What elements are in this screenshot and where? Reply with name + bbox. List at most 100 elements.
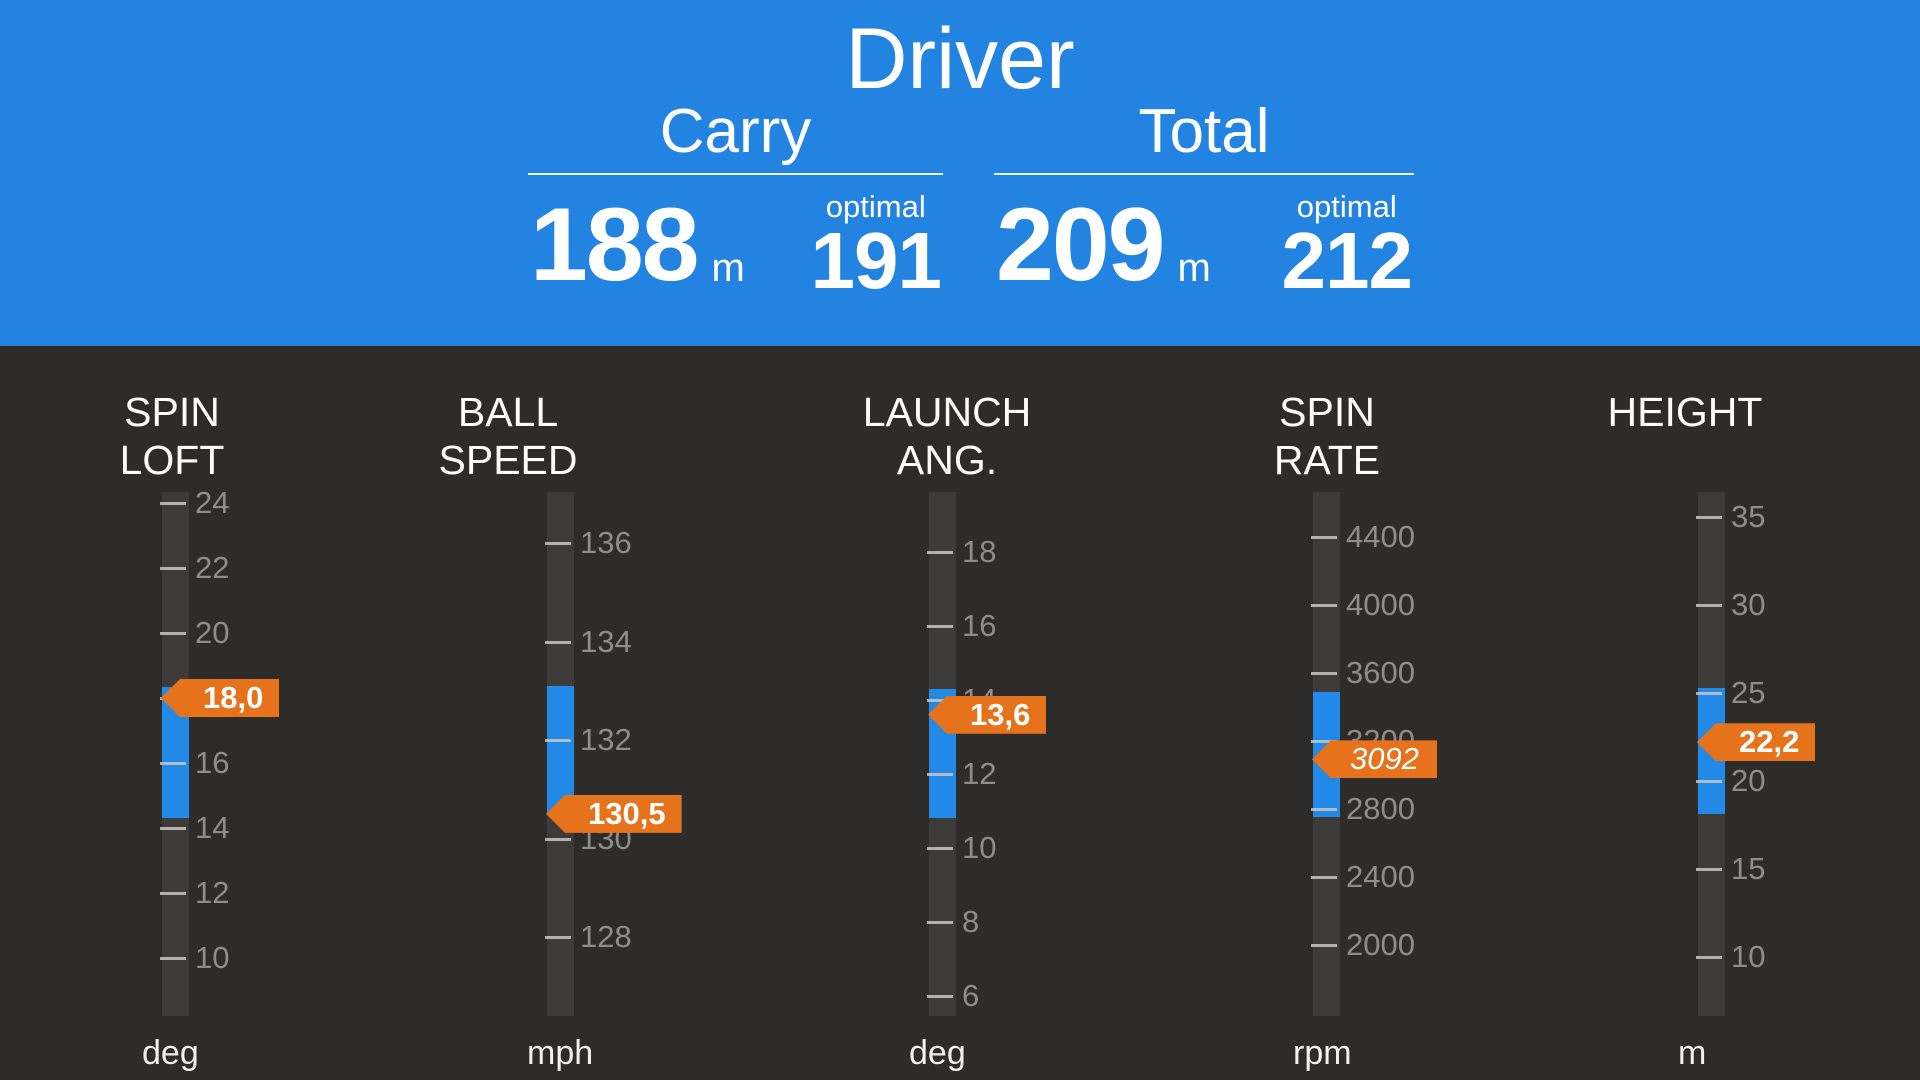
- optimal-value: 212: [1281, 215, 1413, 305]
- gauge-title: SPIN LOFT: [12, 388, 332, 484]
- tick-label: 20: [1731, 763, 1766, 798]
- tick-mark: [1696, 956, 1722, 959]
- gauge-title-line: SPIN: [124, 389, 220, 435]
- tick-mark: [927, 921, 953, 924]
- gauge-title-line: RATE: [1273, 437, 1381, 483]
- tick-mark: [1696, 692, 1722, 695]
- metric-total: Total 209 m optimal 212: [994, 97, 1414, 305]
- tick-mark: [160, 632, 186, 635]
- unit-label: rpm: [1293, 1034, 1352, 1072]
- gauge-title: HEIGHT: [1525, 388, 1845, 436]
- tick-label: 12: [195, 875, 230, 910]
- tick-label: 2400: [1346, 859, 1415, 894]
- tick-label: 2000: [1346, 927, 1415, 962]
- tick-mark: [545, 837, 571, 841]
- metric-value-row: 188 m optimal 191: [528, 187, 943, 305]
- tick-label: 10: [962, 830, 997, 865]
- tick-mark: [927, 773, 953, 776]
- shot-summary-header: Driver Carry 188 m optimal 191 Total 209 m optim…: [0, 0, 1920, 346]
- tick-mark: [1696, 604, 1722, 607]
- gauge-title-line: ANG.: [896, 437, 998, 483]
- tick-mark: [545, 542, 571, 545]
- tick-label: 6: [962, 978, 980, 1013]
- gauge-title: LAUNCH ANG.: [787, 388, 1107, 484]
- tick-label: 16: [962, 608, 997, 643]
- tick-mark: [927, 847, 953, 850]
- metric-underline: [528, 173, 943, 175]
- gauge-title-line: SPEED: [438, 437, 578, 483]
- tick-label: 132: [580, 722, 632, 757]
- tick-mark: [1311, 808, 1337, 811]
- tick-label: 3600: [1346, 655, 1415, 690]
- metric-optimal: optimal 212: [1281, 189, 1413, 305]
- tick-mark: [160, 827, 186, 830]
- tick-label: 12: [962, 756, 997, 791]
- optimal-label: optimal: [825, 189, 926, 224]
- tick-label: 30: [1731, 587, 1766, 622]
- tick-mark: [1311, 944, 1337, 947]
- tick-mark: [160, 502, 186, 505]
- tick-label: 10: [1731, 939, 1766, 974]
- optimal-label: optimal: [1296, 189, 1397, 224]
- tick-label: 136: [580, 525, 632, 560]
- metric-value: 188: [530, 187, 700, 304]
- tick-label: 20: [195, 615, 230, 650]
- metric-label: Total: [1138, 97, 1270, 166]
- gauge-title-line: LAUNCH: [862, 389, 1032, 435]
- tick-mark: [160, 957, 186, 960]
- optimal-value: 191: [810, 215, 942, 305]
- value-pointer: 13,6: [928, 695, 1047, 734]
- gauge-title-line: HEIGHT: [1607, 389, 1763, 435]
- tick-mark: [545, 936, 571, 939]
- tick-label: 8: [962, 904, 980, 939]
- tick-label: 22: [195, 550, 230, 585]
- tick-label: 18: [962, 534, 997, 569]
- tick-label: 24: [195, 485, 230, 520]
- tick-label: 2800: [1346, 791, 1415, 826]
- gauge-title: BALL SPEED: [348, 388, 668, 484]
- tick-mark: [160, 892, 186, 895]
- gauge-title-line: SPIN: [1279, 389, 1375, 435]
- metric-value: 209: [996, 187, 1166, 304]
- tick-label: 4000: [1346, 587, 1415, 622]
- unit-label: deg: [909, 1034, 966, 1072]
- unit-label: m: [1678, 1034, 1707, 1072]
- value-pointer: 22,2: [1697, 723, 1816, 762]
- metric-value-row: 209 m optimal 212: [994, 187, 1414, 305]
- tick-label: 134: [580, 623, 632, 659]
- tick-mark: [545, 739, 571, 742]
- metric-label: Carry: [659, 97, 812, 166]
- tick-label: 25: [1731, 675, 1766, 710]
- metric-optimal: optimal 191: [810, 189, 942, 305]
- tick-mark: [1311, 536, 1337, 539]
- tick-label: 10: [195, 940, 230, 975]
- tick-label: 128: [580, 919, 632, 954]
- tick-label: 16: [195, 745, 230, 780]
- tick-mark: [1311, 876, 1337, 879]
- tick-label: 14: [195, 810, 230, 845]
- optimal-range-band: [547, 685, 574, 814]
- tick-mark: [160, 762, 186, 765]
- metric-carry: Carry 188 m optimal 191: [528, 97, 943, 305]
- gauge-title: SPIN RATE: [1167, 388, 1487, 484]
- tick-mark: [160, 567, 186, 570]
- tick-mark: [1696, 780, 1722, 783]
- value-pointer: 130,5: [546, 794, 682, 833]
- unit-label: deg: [142, 1034, 199, 1072]
- tick-label: 35: [1731, 499, 1766, 534]
- tick-mark: [927, 995, 953, 998]
- tick-label: 15: [1731, 851, 1766, 886]
- tick-mark: [927, 625, 953, 628]
- metric-underline: [994, 173, 1414, 175]
- tick-label: 4400: [1346, 519, 1415, 554]
- value-pointer: 3092: [1312, 740, 1437, 779]
- tick-mark: [1696, 516, 1722, 519]
- gauge-title-line: BALL: [457, 389, 559, 435]
- tick-mark: [1311, 740, 1337, 743]
- value-pointer: 18,0: [161, 679, 280, 717]
- tick-mark: [1696, 868, 1722, 871]
- club-title: Driver: [845, 11, 1075, 107]
- tick-mark: [545, 640, 571, 644]
- tick-mark: [927, 699, 953, 702]
